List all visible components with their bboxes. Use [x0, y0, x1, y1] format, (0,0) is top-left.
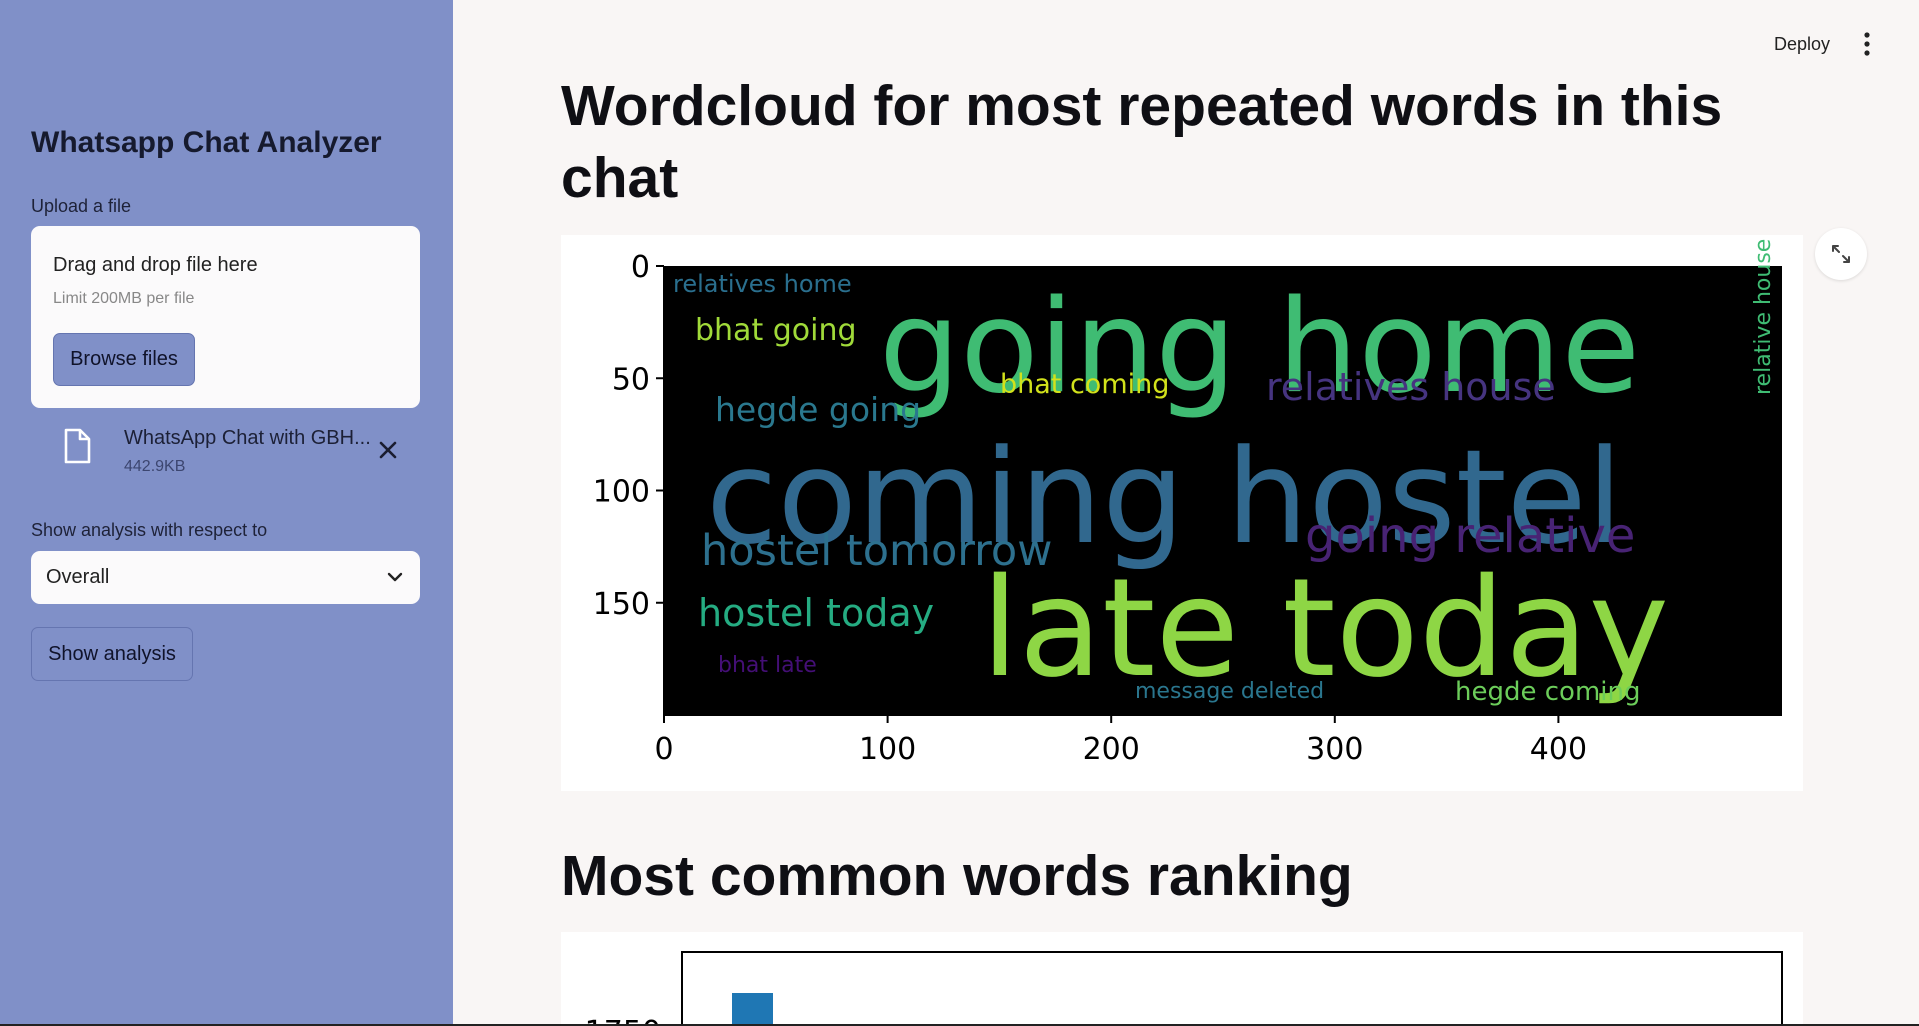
file-size: 442.9KB: [124, 458, 186, 475]
y-tick-label: 100: [593, 475, 650, 510]
x-tick-label: 200: [1083, 732, 1140, 767]
wordcloud-word: late today: [981, 550, 1669, 708]
ranking-figure: 1750: [561, 932, 1803, 1026]
wordcloud-word: bhat coming: [1000, 369, 1169, 400]
wordcloud-word: relatives home: [673, 270, 852, 298]
chevron-down-icon: [387, 572, 403, 582]
wordcloud-word: hostel tomorrow: [701, 526, 1052, 576]
wordcloud-figure: relatives home bhat going going home bhat c…: [561, 235, 1803, 791]
x-tick-label: 300: [1306, 732, 1363, 767]
file-icon: [64, 428, 91, 464]
wordcloud-word: going relative: [1305, 508, 1635, 564]
upload-label: Upload a file: [31, 196, 132, 216]
y-tick-label: 1750: [585, 1015, 661, 1026]
y-tick-label: 50: [612, 362, 650, 397]
wordcloud-word: relative house: [1751, 239, 1776, 395]
wordcloud-word: bhat late: [718, 653, 817, 678]
user-select[interactable]: Overall: [31, 551, 420, 604]
main-menu-icon[interactable]: [1855, 28, 1879, 60]
wordcloud-word: hegde going: [715, 390, 921, 429]
file-dropzone[interactable]: Drag and drop file here Limit 200MB per …: [31, 226, 420, 408]
x-tick-label: 0: [654, 732, 673, 767]
file-name: WhatsApp Chat with GBH...: [124, 427, 371, 449]
wordcloud-word: relatives house: [1266, 365, 1556, 409]
wordcloud-word: coming hostel: [706, 421, 1623, 573]
dropzone-limit: Limit 200MB per file: [53, 290, 195, 307]
sidebar: Whatsapp Chat Analyzer Upload a file Dra…: [0, 0, 453, 1026]
browse-files-button[interactable]: Browse files: [53, 333, 195, 386]
analysis-label: Show analysis with respect to: [31, 520, 268, 540]
y-tick-label: 0: [631, 250, 650, 285]
wordcloud-word: hostel today: [698, 591, 934, 635]
wordcloud-word: message deleted: [1135, 679, 1324, 704]
wordcloud-word: hegde coming: [1455, 677, 1640, 707]
app-title: Whatsapp Chat Analyzer: [31, 126, 382, 159]
x-tick-label: 100: [859, 732, 916, 767]
wordcloud-word: bhat going: [695, 313, 857, 348]
select-value: Overall: [46, 566, 110, 588]
bar: [732, 993, 773, 1026]
dropzone-text: Drag and drop file here: [53, 254, 258, 276]
bar-plot-frame: [681, 951, 1783, 1026]
deploy-button[interactable]: Deploy: [1773, 33, 1831, 54]
wordcloud-title: Wordcloud for most repeated words in thi…: [561, 74, 1723, 210]
expand-icon: [1832, 245, 1850, 263]
y-tick-label: 150: [593, 587, 650, 622]
wordcloud-word: going home: [879, 273, 1640, 422]
remove-file-icon[interactable]: [374, 436, 402, 464]
fullscreen-button[interactable]: [1815, 228, 1867, 280]
ranking-title: Most common words ranking: [561, 844, 1353, 908]
uploaded-file: WhatsApp Chat with GBH... 442.9KB: [31, 418, 420, 484]
wordcloud-image: [664, 266, 1782, 715]
window-bottom-edge: [0, 1024, 1919, 1026]
x-tick-label: 400: [1530, 732, 1587, 767]
show-analysis-button[interactable]: Show analysis: [31, 627, 193, 681]
